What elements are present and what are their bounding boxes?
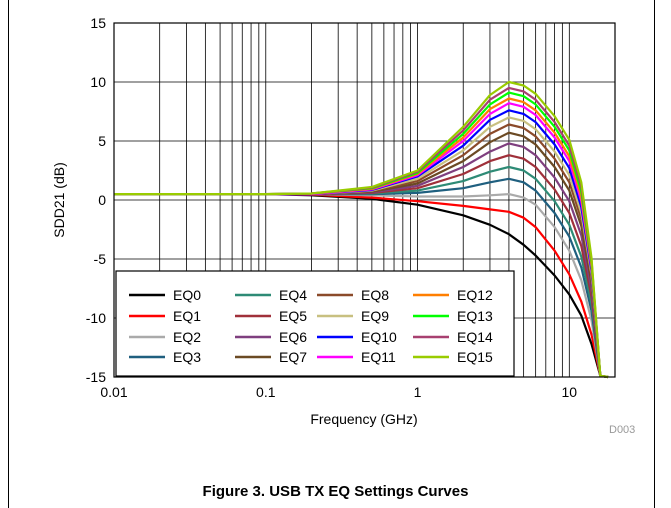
y-tick-label: 15 <box>90 15 106 31</box>
legend-label: EQ5 <box>279 308 307 324</box>
legend-entry: EQ15 <box>413 349 493 365</box>
legend-label: EQ0 <box>173 287 201 303</box>
figure-id-label: D003 <box>609 424 635 436</box>
y-axis-label: SDD21 (dB) <box>51 162 67 237</box>
legend-label: EQ14 <box>457 329 493 345</box>
legend-entry: EQ11 <box>317 349 396 365</box>
legend-entry: EQ4 <box>235 287 307 303</box>
legend-label: EQ9 <box>361 308 389 324</box>
legend-entry: EQ7 <box>235 349 307 365</box>
legend-label: EQ6 <box>279 329 307 345</box>
plot-area-border <box>113 22 616 378</box>
y-tick-label: -10 <box>86 310 106 326</box>
figure-frame-right <box>654 0 655 508</box>
legend-label: EQ7 <box>279 349 307 365</box>
legend-entry: EQ0 <box>129 287 201 303</box>
legend-entry: EQ12 <box>413 287 493 303</box>
legend-entry: EQ10 <box>317 329 397 345</box>
y-tick-label: -15 <box>86 369 106 385</box>
legend-label: EQ10 <box>361 329 397 345</box>
legend-entry: EQ5 <box>235 308 307 324</box>
x-axis-label: Frequency (GHz) <box>310 411 417 427</box>
x-tick-label: 0.1 <box>256 384 276 400</box>
legend-box <box>115 270 515 377</box>
figure-caption: Figure 3. USB TX EQ Settings Curves <box>202 483 469 500</box>
legend-entry: EQ8 <box>317 287 389 303</box>
x-tick-label: 0.01 <box>100 384 127 400</box>
series-lines <box>114 80 609 379</box>
y-tick-label: -5 <box>94 251 107 267</box>
legend-label: EQ2 <box>173 329 201 345</box>
legend-label: EQ1 <box>173 308 201 324</box>
legend-label: EQ3 <box>173 349 201 365</box>
y-tick-label: 5 <box>98 133 106 149</box>
legend-entry: EQ9 <box>317 308 389 324</box>
legend-label: EQ12 <box>457 287 493 303</box>
figure-frame-left <box>8 0 9 508</box>
legend-entry: EQ6 <box>235 329 307 345</box>
y-tick-labels: 15 10 5 0 -5 -10 -15 <box>86 15 106 385</box>
legend-label: EQ8 <box>361 287 389 303</box>
legend-label: EQ11 <box>361 349 396 365</box>
legend-label: EQ4 <box>279 287 307 303</box>
legend-entry: EQ3 <box>129 349 201 365</box>
series-line-eq15 <box>114 80 609 379</box>
legend: EQ0 EQ1 EQ2 EQ3 EQ4 EQ5 EQ6 EQ7 EQ8 EQ9 EQ10 EQ11 EQ… <box>115 270 515 377</box>
y-tick-label: 10 <box>90 74 106 90</box>
legend-entry: EQ1 <box>129 308 201 324</box>
x-tick-labels: 0.01 0.1 1 10 <box>100 384 577 400</box>
legend-label: EQ15 <box>457 349 493 365</box>
legend-label: EQ13 <box>457 308 493 324</box>
y-tick-label: 0 <box>98 192 106 208</box>
sdd21-chart: 15 10 5 0 -5 -10 -15 0.01 0.1 1 10 Frequency (GHz… <box>51 15 635 436</box>
legend-entry: EQ2 <box>129 329 201 345</box>
x-tick-label: 10 <box>562 384 578 400</box>
series-line-eq1 <box>114 193 609 379</box>
x-tick-label: 1 <box>414 384 422 400</box>
legend-entry: EQ14 <box>413 329 493 345</box>
legend-entry: EQ13 <box>413 308 493 324</box>
